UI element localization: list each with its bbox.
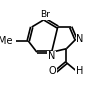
Text: N: N [76,34,83,44]
Text: Me: Me [0,36,13,46]
Text: O: O [49,66,56,76]
Text: Br: Br [40,10,50,19]
Text: H: H [76,66,83,76]
Text: N: N [48,51,55,61]
